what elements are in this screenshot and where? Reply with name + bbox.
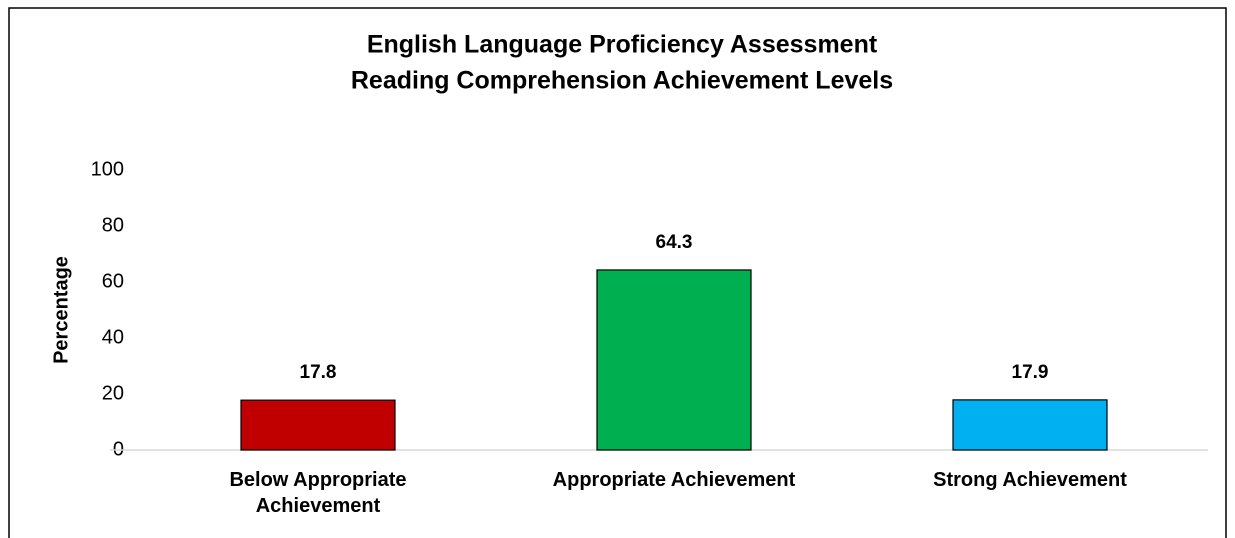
chart-title: Reading Comprehension Achievement Levels: [351, 67, 893, 95]
chart-title: English Language Proficiency Assessment: [367, 31, 878, 59]
data-label: 17.8: [300, 362, 337, 383]
bar: [596, 269, 752, 451]
bar: [240, 399, 396, 451]
x-tick-label: Strong Achievement: [933, 469, 1127, 491]
y-tick-label: 80: [102, 214, 124, 236]
x-tick-label: Appropriate Achievement: [552, 469, 796, 491]
y-tick-label: 20: [102, 382, 124, 404]
y-tick-label: 100: [91, 158, 124, 180]
y-axis-label: Percentage: [50, 256, 72, 364]
data-label: 64.3: [656, 232, 693, 253]
data-label: 17.9: [1012, 362, 1049, 383]
y-tick-label: 40: [102, 326, 124, 348]
y-tick-label: 60: [102, 270, 124, 292]
x-tick-label: Below Appropriate Achievement: [229, 469, 407, 517]
chart-frame: [8, 7, 1227, 538]
bar: [952, 399, 1108, 451]
